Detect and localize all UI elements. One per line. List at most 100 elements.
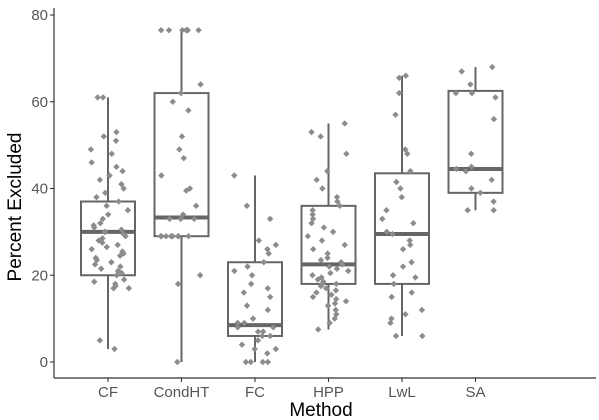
data-point bbox=[410, 220, 416, 226]
data-point bbox=[244, 203, 250, 209]
data-point bbox=[467, 81, 473, 87]
data-point bbox=[100, 94, 106, 100]
data-point bbox=[324, 250, 330, 256]
data-point bbox=[176, 146, 182, 152]
data-point bbox=[490, 198, 496, 204]
data-point bbox=[197, 272, 203, 278]
points-group-cf bbox=[88, 94, 132, 352]
data-point bbox=[388, 315, 394, 321]
data-point bbox=[332, 300, 338, 306]
data-point bbox=[315, 326, 321, 332]
data-point bbox=[197, 81, 203, 87]
data-point bbox=[169, 233, 175, 239]
data-point bbox=[231, 172, 237, 178]
data-point bbox=[407, 237, 413, 243]
x-tick-label: CF bbox=[98, 384, 118, 401]
data-point bbox=[400, 246, 406, 252]
data-point bbox=[251, 346, 257, 352]
data-point bbox=[490, 207, 496, 213]
data-point bbox=[185, 233, 191, 239]
data-point bbox=[319, 185, 325, 191]
data-point bbox=[464, 207, 470, 213]
x-tick-label: HPP bbox=[313, 384, 344, 401]
data-point bbox=[310, 294, 316, 300]
data-point bbox=[88, 146, 94, 152]
data-point bbox=[264, 350, 270, 356]
x-axis: CF CondHT FC HPP LwL SA bbox=[54, 378, 596, 401]
data-point bbox=[111, 346, 117, 352]
data-point bbox=[408, 259, 414, 265]
y-tick-label: 80 bbox=[31, 7, 48, 24]
data-point bbox=[400, 263, 406, 269]
data-point bbox=[379, 216, 385, 222]
data-point bbox=[244, 302, 250, 308]
data-point bbox=[399, 194, 405, 200]
data-point bbox=[104, 244, 110, 250]
x-tick-label: SA bbox=[465, 384, 485, 401]
box-group-condht bbox=[155, 30, 209, 362]
data-point bbox=[267, 333, 273, 339]
data-point bbox=[105, 211, 111, 217]
data-point bbox=[342, 242, 348, 248]
data-point bbox=[324, 168, 330, 174]
data-point bbox=[243, 359, 249, 365]
data-point bbox=[453, 166, 459, 172]
data-point bbox=[265, 307, 271, 313]
data-point bbox=[158, 27, 164, 33]
data-point bbox=[260, 328, 266, 334]
data-point bbox=[88, 246, 94, 252]
y-tick-label: 0 bbox=[40, 354, 48, 371]
data-point bbox=[260, 359, 266, 365]
data-point bbox=[313, 289, 319, 295]
box-group-sa bbox=[449, 67, 503, 210]
data-point bbox=[393, 179, 399, 185]
data-point bbox=[334, 266, 340, 272]
y-axis-title: Percent Excluded bbox=[5, 133, 26, 282]
data-point bbox=[319, 237, 325, 243]
data-point bbox=[343, 298, 349, 304]
data-point bbox=[121, 276, 127, 282]
data-point bbox=[244, 263, 250, 269]
data-point bbox=[309, 272, 315, 278]
data-point bbox=[193, 203, 199, 209]
box-group-cf bbox=[81, 97, 135, 349]
plot-area bbox=[81, 27, 503, 365]
y-tick-label: 20 bbox=[31, 267, 48, 284]
data-point bbox=[97, 337, 103, 343]
data-point bbox=[491, 116, 497, 122]
data-point bbox=[459, 68, 465, 74]
data-point bbox=[468, 185, 474, 191]
data-point bbox=[231, 268, 237, 274]
data-point bbox=[318, 257, 324, 263]
box-group-fc bbox=[228, 175, 282, 362]
data-point bbox=[179, 133, 185, 139]
x-tick-label: FC bbox=[245, 384, 265, 401]
data-point bbox=[388, 294, 394, 300]
data-point bbox=[88, 159, 94, 165]
data-point bbox=[310, 246, 316, 252]
box-group-lwl bbox=[375, 76, 429, 336]
data-point bbox=[334, 194, 340, 200]
data-point bbox=[248, 281, 254, 287]
y-tick-label: 40 bbox=[31, 181, 48, 198]
data-point bbox=[102, 229, 108, 235]
y-tick-label: 60 bbox=[31, 94, 48, 111]
data-point bbox=[265, 285, 271, 291]
data-point bbox=[158, 172, 164, 178]
data-point bbox=[249, 272, 255, 278]
data-point bbox=[330, 229, 336, 235]
data-point bbox=[109, 151, 115, 157]
data-point bbox=[488, 177, 494, 183]
data-point bbox=[267, 216, 273, 222]
data-point bbox=[195, 27, 201, 33]
data-point bbox=[261, 259, 267, 265]
data-point bbox=[403, 73, 409, 79]
data-point bbox=[181, 155, 187, 161]
data-point bbox=[333, 287, 339, 293]
data-point bbox=[97, 177, 103, 183]
data-point bbox=[321, 224, 327, 230]
data-point bbox=[115, 242, 121, 248]
data-point bbox=[343, 151, 349, 157]
data-point bbox=[345, 268, 351, 274]
